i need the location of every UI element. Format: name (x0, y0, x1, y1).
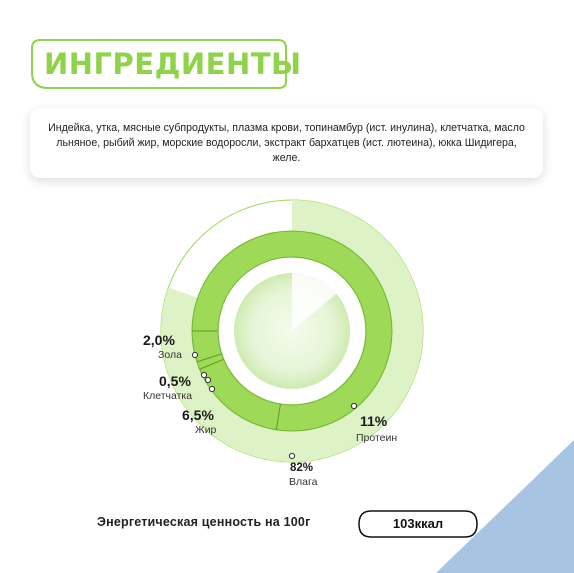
label-moisture-value: 82% (290, 462, 314, 474)
title-banner: ИНГРЕДИЕНТЫ (30, 38, 301, 90)
label-fat-value: 6,5% (182, 407, 214, 423)
dot-protein (350, 402, 358, 410)
slice-fiber-divider (196, 353, 222, 363)
label-fiber-name: Клетчатка (143, 390, 193, 402)
label-ash-value: 2,0% (143, 332, 175, 348)
page-title: ИНГРЕДИЕНТЫ (44, 47, 302, 81)
label-protein-name: Протеин (356, 432, 398, 444)
energy-value: 103ккал (392, 516, 444, 531)
slice-fat-divider (199, 358, 224, 370)
title-frame (31, 39, 287, 89)
ingredients-text: Индейка, утка, мясные субпродукты, плазм… (48, 121, 525, 164)
center-highlight (292, 273, 337, 331)
dot-moisture (288, 452, 296, 460)
ingredients-card: Индейка, утка, мясные субпродукты, плазм… (30, 108, 543, 178)
dot-ash (191, 351, 199, 359)
label-protein-value: 11% (360, 413, 388, 429)
label-ash-name: Зола (158, 349, 182, 361)
dot-fat (208, 385, 216, 393)
label-fiber-value: 0,5% (159, 373, 191, 389)
energy-label: Энергетическая ценность на 100г (97, 515, 311, 529)
label-fat-name: Жир (195, 424, 217, 436)
dot-fiber-1 (200, 371, 208, 379)
energy-badge-frame (358, 510, 478, 538)
dot-fiber-2 (204, 376, 212, 384)
label-moisture-name: Влага (289, 476, 318, 488)
energy-value-badge: 103ккал (357, 509, 479, 539)
slice-protein-divider (275, 404, 281, 430)
